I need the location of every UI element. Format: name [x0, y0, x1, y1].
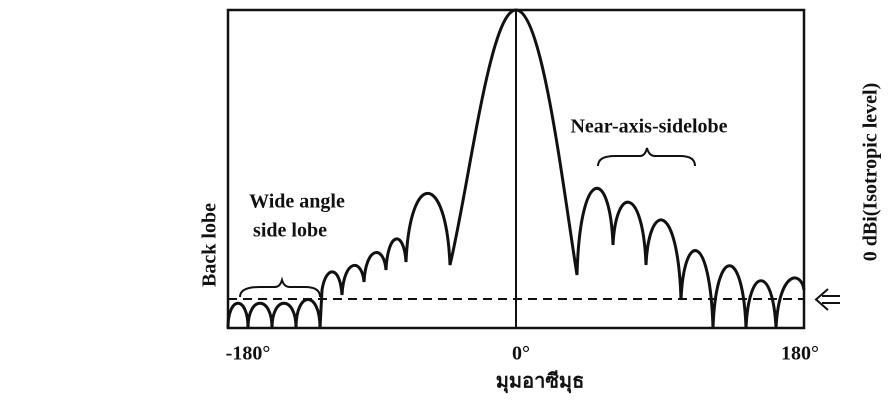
back-lobe-label: Back lobe	[199, 203, 221, 287]
radiation-pattern	[226, 8, 806, 329]
x-axis-title: มุมอาซีมุธ	[496, 370, 585, 394]
isotropic-label: 0 dBi(Isotropic level)	[860, 83, 882, 262]
x-tick-label: 180°	[781, 343, 819, 365]
wide-angle-label: Wide angle	[249, 191, 345, 213]
wide-angle-label: side lobe	[253, 220, 327, 242]
brace-near	[597, 147, 696, 167]
brace-wide	[239, 276, 321, 298]
near-axis-label: Near-axis-sidelobe	[570, 116, 727, 138]
isotropic-arrow	[814, 288, 840, 311]
x-tick-label: -180°	[226, 343, 271, 365]
x-tick-label: 0°	[512, 343, 530, 365]
